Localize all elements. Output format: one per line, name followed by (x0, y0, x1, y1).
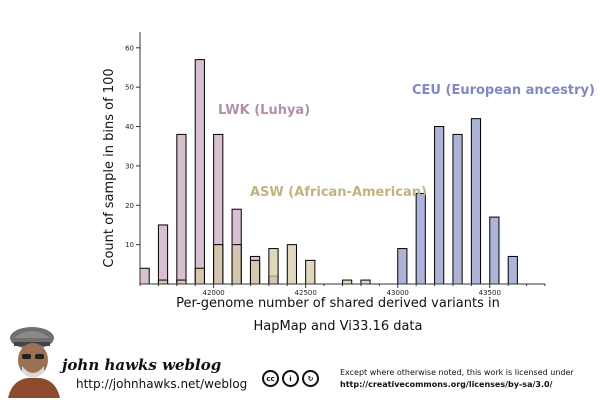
cc-icon: cc (262, 370, 279, 387)
histogram-bar (360, 279, 371, 285)
histogram-bar (157, 224, 169, 285)
histogram-bar (434, 126, 445, 285)
footer: john hawks weblog http://johnhawks.net/w… (0, 318, 600, 400)
histogram-bar (249, 259, 261, 285)
histogram-chart: 10 20 30 40 50 60 42000 42500 43000 43500 LWK (Lu… (102, 32, 595, 311)
y-tick-label: 50 (125, 84, 134, 92)
histogram-bar (194, 59, 205, 285)
histogram-bar (194, 267, 205, 285)
histogram-bar (470, 118, 482, 285)
series-label: LWK (Luhya) (218, 103, 310, 118)
avatar-icon (8, 327, 60, 398)
series-2 (397, 118, 518, 285)
histogram-bar (213, 244, 224, 285)
sa-icon: ↻ (302, 370, 319, 387)
y-tick-label: 20 (125, 202, 134, 210)
histogram-bar (342, 279, 353, 285)
histogram-bar (415, 192, 426, 285)
x-axis-title-line-1: Per-genome number of shared derived vari… (176, 296, 500, 311)
histogram-bar (157, 279, 169, 285)
histogram-bar (397, 248, 408, 285)
y-tick-label: 40 (125, 123, 134, 131)
x-tick-label: 42000 (202, 289, 224, 297)
y-axis-title: Count of sample in bins of 100 (102, 68, 117, 267)
histogram-bar (507, 255, 518, 285)
histogram-bar (268, 248, 279, 285)
series-0 (139, 59, 279, 285)
histogram-bar (489, 216, 500, 285)
by-icon: i (282, 370, 299, 387)
axis-ticks: 10 20 30 40 50 60 42000 42500 43000 43500 (125, 44, 546, 297)
histogram-bar (452, 133, 463, 285)
x-tick-label: 43500 (479, 289, 501, 297)
series-label: CEU (European ancestry) (412, 83, 595, 98)
x-tick-label: 43000 (387, 289, 409, 297)
histogram-bar (176, 279, 187, 285)
y-tick-label: 60 (125, 44, 134, 52)
histogram-bar (286, 244, 297, 285)
histogram-bar (305, 259, 316, 285)
license-icons: cc i ↻ (262, 370, 319, 387)
histogram-bar (176, 133, 187, 285)
y-tick-label: 10 (125, 241, 134, 249)
series-label: ASW (African-American) (250, 185, 427, 200)
histogram-bar (231, 244, 242, 285)
license-url-link[interactable]: http://creativecommons.org/licenses/by-s… (340, 380, 553, 389)
blog-title: john hawks weblog (62, 356, 222, 374)
series-1 (157, 244, 371, 285)
blog-url-link[interactable]: http://johnhawks.net/weblog (76, 377, 248, 391)
license-note: Except where otherwise noted, this work … (340, 368, 574, 377)
histogram-bar (139, 267, 150, 285)
x-tick-label: 42500 (295, 289, 317, 297)
series-labels: LWK (Luhya) ASW (African-American) CEU (Eu… (218, 83, 595, 200)
plot-area (139, 59, 518, 285)
y-tick-label: 30 (125, 162, 134, 170)
